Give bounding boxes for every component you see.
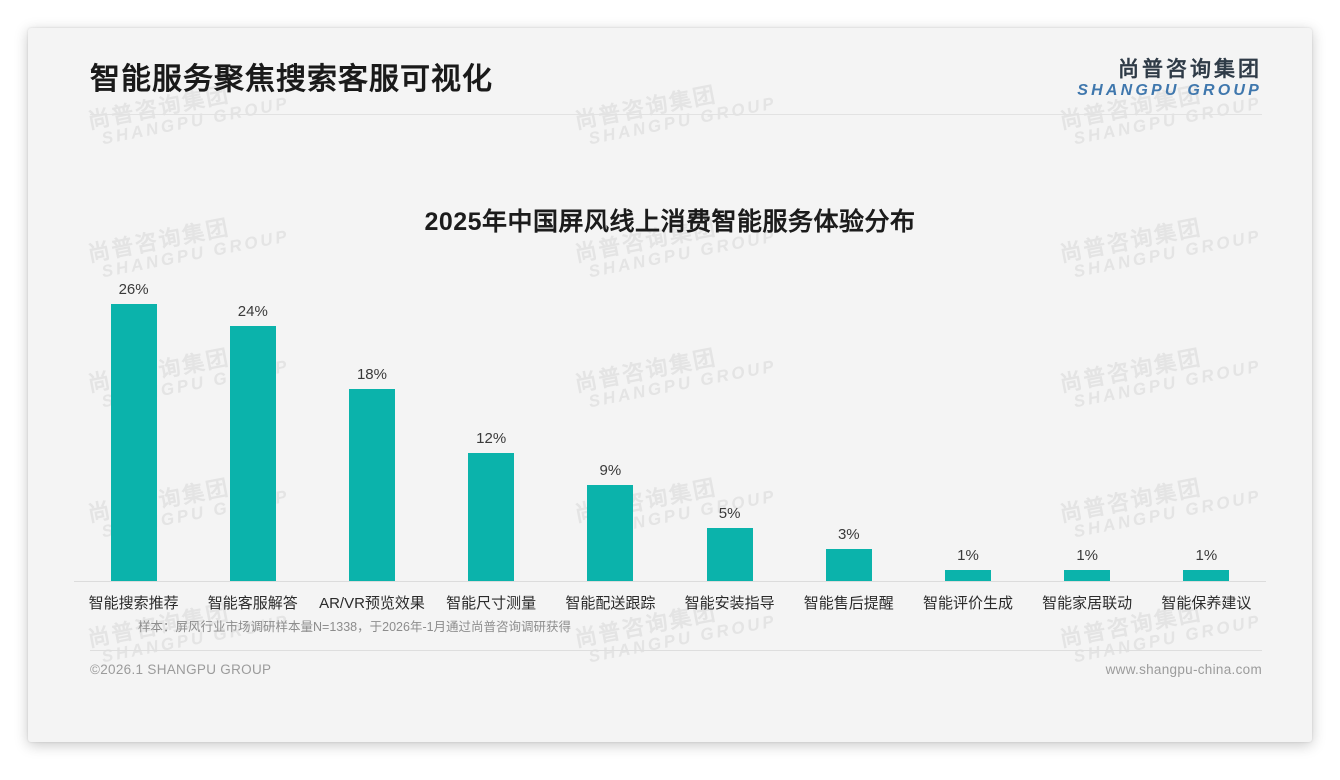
bar-slot: 1% [908,271,1027,581]
bar[interactable] [229,325,276,581]
bar[interactable] [110,304,157,581]
chart-area: 2025年中国屏风线上消费智能服务体验分布 26% 24% 18% 12% 9% 5% 3%… [28,124,1312,684]
category-label: 智能客服解答 [207,595,298,612]
category-label: 智能安装指导 [684,595,775,612]
slide-canvas: 尚普咨询集团 SHANGPU GROUP 尚普咨询集团 SHANGPU GROUP 尚普… [28,28,1312,742]
category-label: 智能搜索推荐 [88,595,179,612]
bar-value-label: 18% [356,366,387,384]
header-divider [90,114,1262,115]
bar-slot: 1% [1147,271,1266,581]
bar-slot: 26% [74,271,193,581]
bar-slot: 12% [432,271,551,581]
bar[interactable] [1064,570,1111,581]
category-label: 智能配送跟踪 [565,595,656,612]
bar-value-label: 9% [599,462,622,480]
bar-value-label: 24% [237,302,268,320]
bar-value-label: 1% [957,547,979,565]
logo-english-text: SHANGPU GROUP [1077,82,1262,100]
bar-slot: 5% [670,271,789,581]
chart-footnote: 样本：屏风行业市场调研样本量N=1338，于2026年-1月通过尚普咨询调研获得 [138,620,572,634]
bar[interactable] [944,570,991,581]
category-label: 智能家居联动 [1042,595,1133,612]
x-axis-baseline [74,581,1266,582]
category-label: AR/VR预览效果 [319,595,425,612]
footer-copyright: ©2026.1 SHANGPU GROUP [90,662,272,677]
category-label: 智能尺寸测量 [446,595,537,612]
bar-value-label: 1% [1195,547,1218,565]
bar[interactable] [348,389,395,581]
slide-header: 智能服务聚焦搜索客服可视化 尚普咨询集团 SHANGPU GROUP [28,28,1312,115]
chart-title: 2025年中国屏风线上消费智能服务体验分布 [424,208,916,236]
bar[interactable] [825,549,872,581]
bar-value-label: 5% [718,504,741,522]
bar-chart-plot: 26% 24% 18% 12% 9% 5% 3% 1% 1% 1% [74,272,1266,582]
bar-slot: 24% [193,271,312,581]
bar-value-label: 3% [837,526,860,544]
category-label: 智能保养建议 [1161,595,1252,612]
bar-value-label: 26% [118,281,149,299]
footer-website: www.shangpu-china.com [1105,662,1262,677]
bar-value-label: 1% [1076,547,1099,565]
footer-divider [90,650,1262,651]
page-title: 智能服务聚焦搜索客服可视化 [90,63,493,96]
bar-slot: 3% [789,271,908,581]
logo-chinese-text: 尚普咨询集团 [1118,58,1262,81]
bar[interactable] [587,485,634,581]
category-label: 智能售后提醒 [803,595,894,612]
bar[interactable] [1183,570,1230,581]
bar-slot: 9% [551,271,670,581]
bar-slot: 18% [312,271,431,581]
slide-footer: ©2026.1 SHANGPU GROUP www.shangpu-china.… [28,650,1312,700]
company-logo: 尚普咨询集团 SHANGPU GROUP [1077,58,1262,101]
bar[interactable] [468,453,515,581]
bar-slot: 1% [1028,271,1147,581]
bar[interactable] [706,527,753,581]
bar-value-label: 12% [476,430,507,448]
category-label: 智能评价生成 [922,595,1013,612]
